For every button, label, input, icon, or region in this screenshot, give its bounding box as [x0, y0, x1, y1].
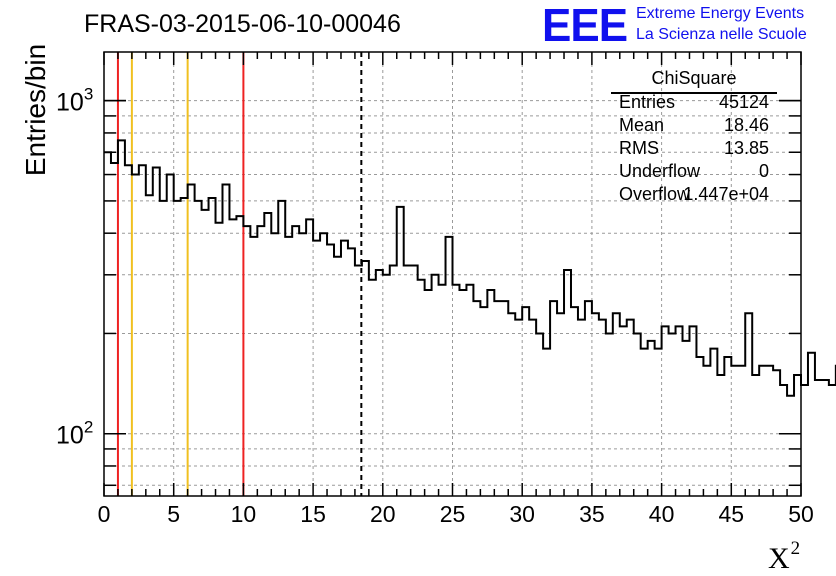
y-tick-label: 103 — [56, 85, 93, 117]
x-axis-label: X2 — [768, 538, 800, 576]
logo-line-2: La Scienza nelle Scuole — [636, 26, 807, 43]
stats-box-divider — [611, 92, 777, 94]
x-tick-label: 15 — [300, 501, 326, 527]
x-tick-label: 0 — [98, 501, 111, 527]
stats-row-mean: Mean 18.46 — [619, 115, 769, 137]
stats-row-rms: RMS 13.85 — [619, 138, 769, 160]
x-axis-label-exponent: 2 — [790, 538, 801, 559]
stats-key: Entries — [619, 92, 676, 112]
stats-row-overflow: Overflow 1.447e+04 — [619, 184, 769, 206]
eee-logo: EEE Extreme Energy Events La Scienza nel… — [542, 0, 834, 51]
stats-value: 13.85 — [723, 138, 769, 158]
stats-value: 0 — [758, 161, 769, 181]
x-tick-label: 25 — [440, 501, 466, 527]
stats-row-underflow: Underflow 0 — [619, 161, 769, 183]
x-tick-label: 10 — [231, 501, 257, 527]
y-axis-label: Entries/bin — [20, 43, 51, 177]
stats-key: Underflow — [619, 161, 701, 181]
x-tick-label: 35 — [579, 501, 605, 527]
x-tick-label: 45 — [719, 501, 745, 527]
x-tick-label: 20 — [370, 501, 396, 527]
x-axis-label-base: X — [768, 542, 790, 575]
chart-title: FRAS-03-2015-06-10-00046 — [84, 10, 401, 38]
eee-logo-mark: EEE — [542, 0, 628, 52]
stats-key: RMS — [619, 138, 659, 158]
stats-box: ChiSquare Entries 45124 Mean 18.46 RMS 1… — [611, 68, 777, 204]
y-tick-label: 102 — [56, 418, 93, 450]
x-tick-label: 30 — [509, 501, 535, 527]
stats-value: 45124 — [718, 92, 769, 112]
x-tick-label: 5 — [167, 501, 180, 527]
stats-key: Mean — [619, 115, 665, 135]
x-tick-label: 50 — [788, 501, 814, 527]
stats-box-title: ChiSquare — [651, 68, 737, 88]
histogram-line — [104, 139, 836, 397]
logo-line-1: Extreme Energy Events — [636, 5, 805, 22]
stats-row-entries: Entries 45124 — [619, 92, 769, 114]
stats-key: Overflow — [619, 184, 691, 204]
x-tick-label: 40 — [649, 501, 675, 527]
stats-value: 1.447e+04 — [683, 184, 769, 204]
stats-value: 18.46 — [723, 115, 769, 135]
